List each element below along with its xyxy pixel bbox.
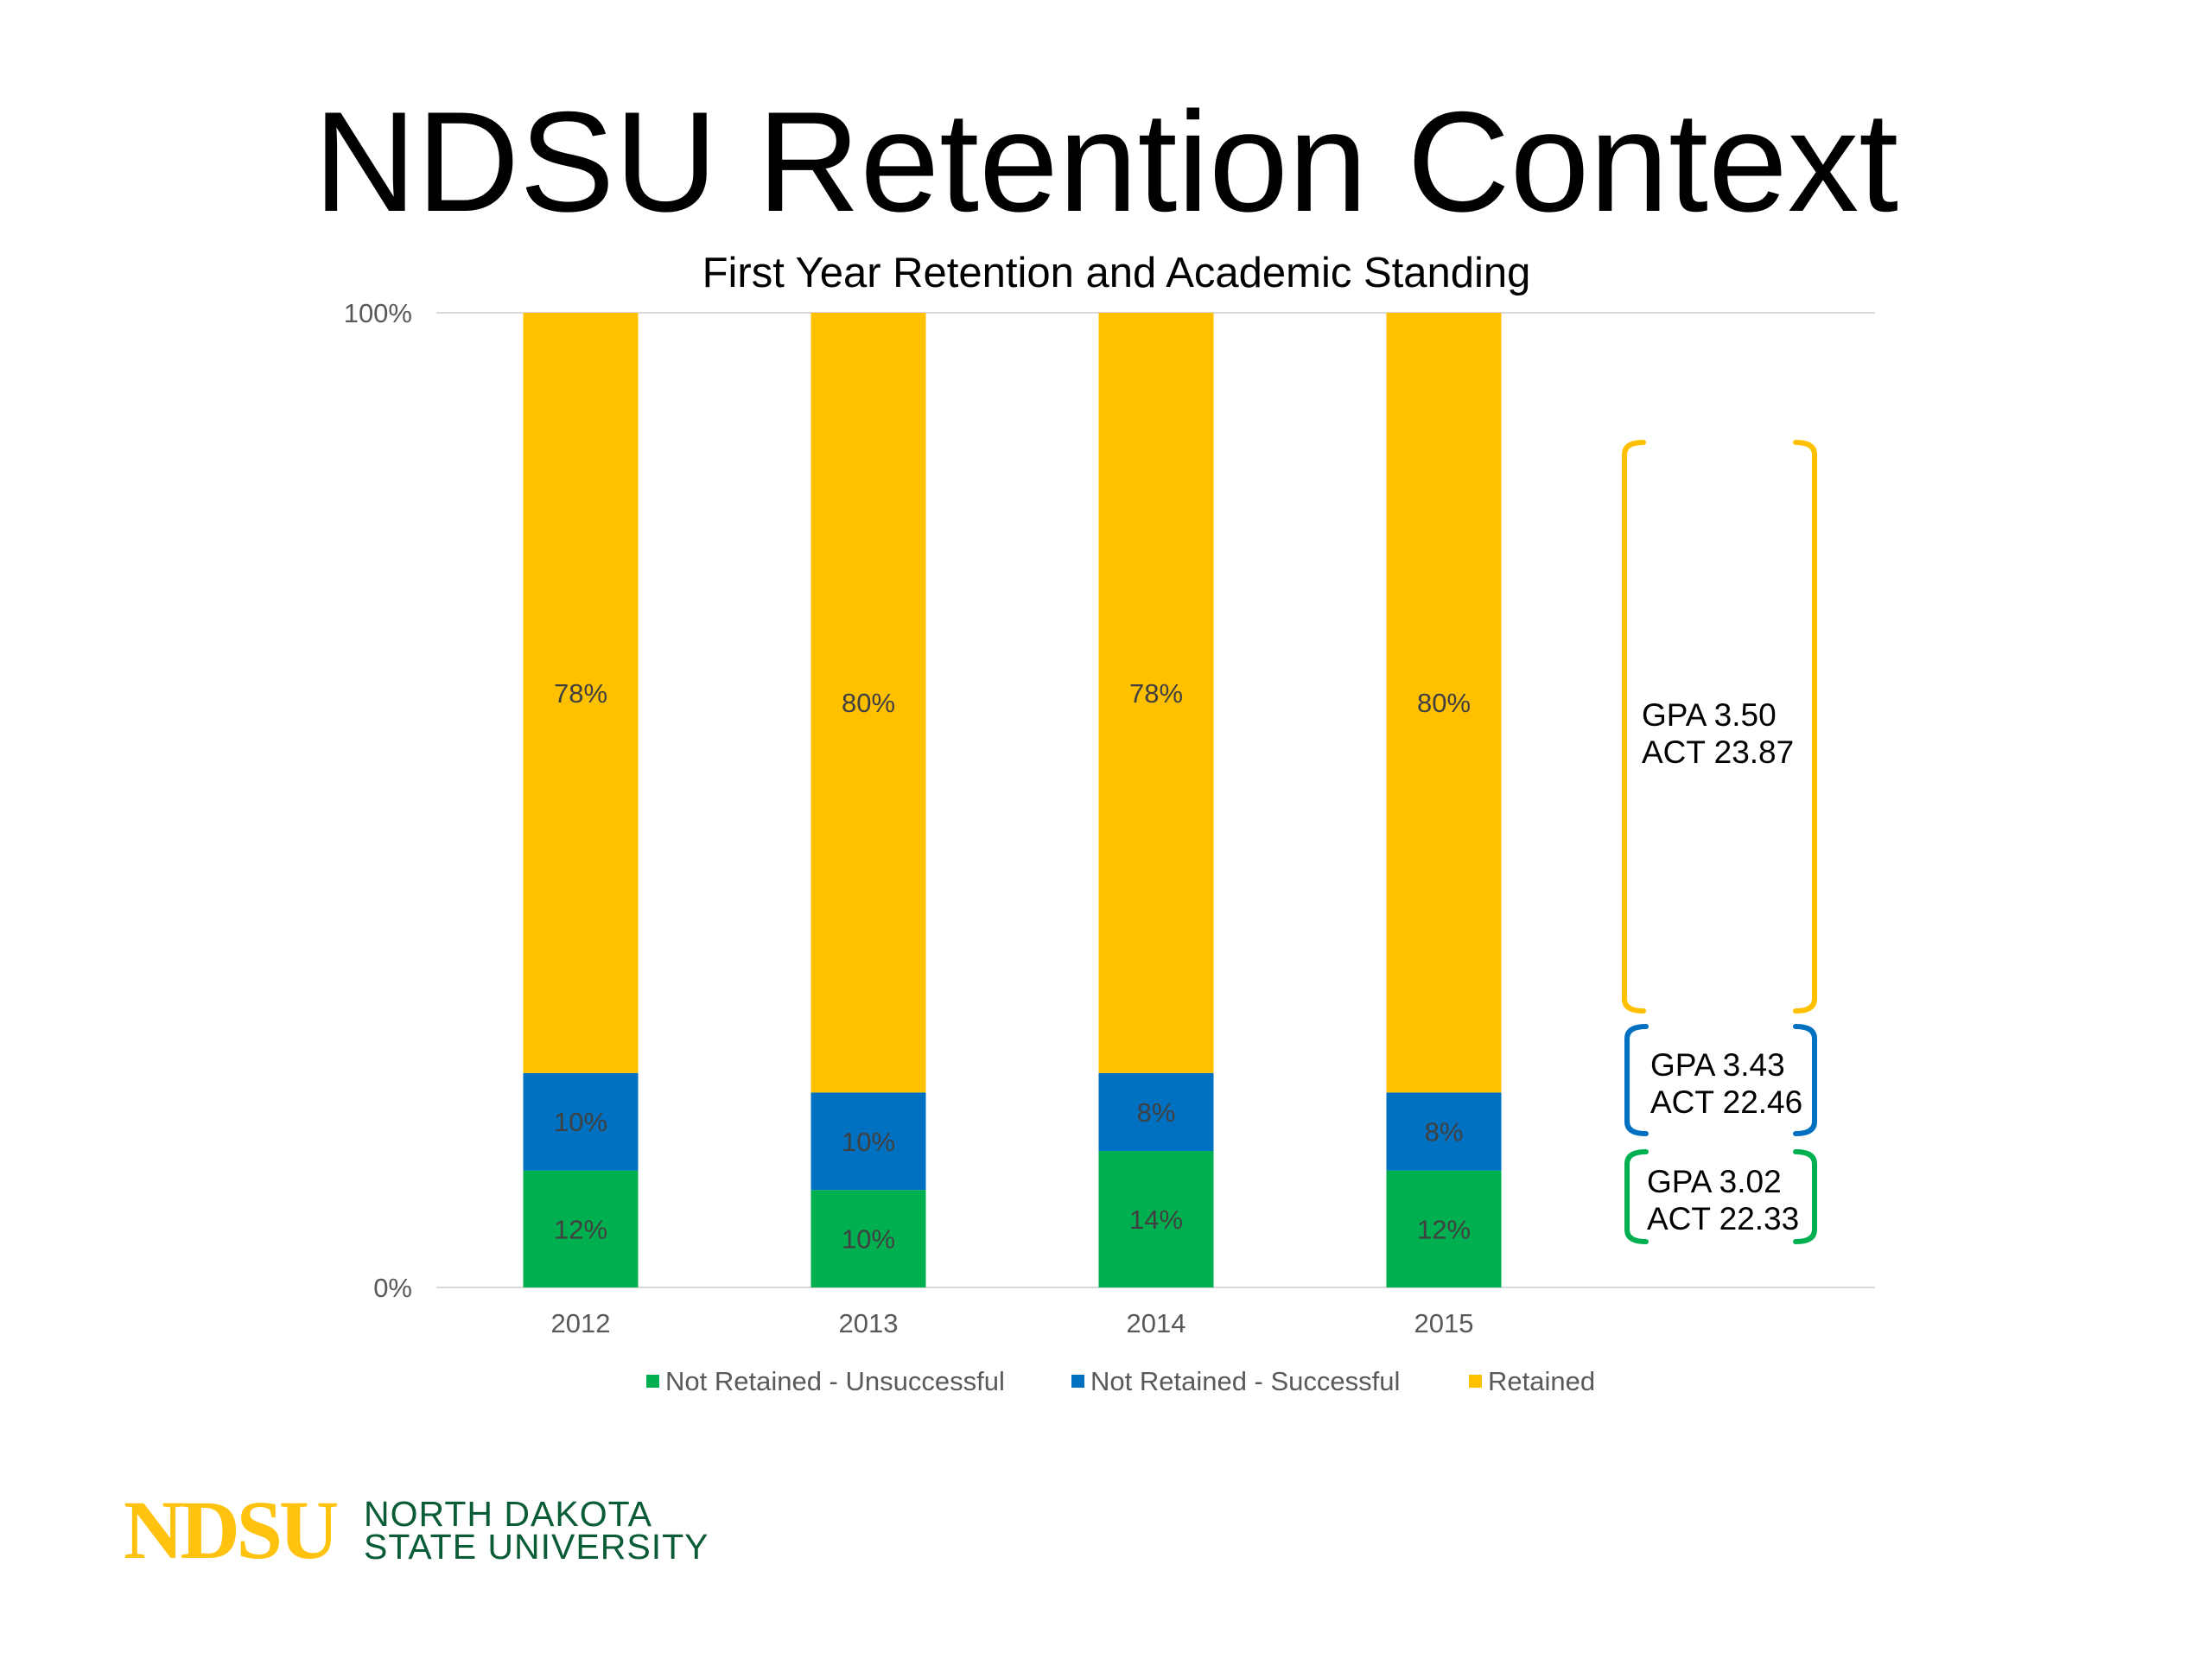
bar-segment <box>1386 1092 1502 1171</box>
bar-segment <box>810 313 926 1093</box>
bracket-left <box>1624 1149 1649 1244</box>
logo-mark: NDSU <box>124 1484 339 1576</box>
legend-swatch <box>1071 1375 1084 1388</box>
bracket-left <box>1622 440 1646 1014</box>
legend-label: Not Retained - Successful <box>1090 1366 1400 1396</box>
bracket-left <box>1624 1024 1649 1136</box>
annotation-text: GPA 3.43 <box>1650 1047 1785 1083</box>
data-label: 14% <box>1129 1205 1183 1235</box>
bracket-right <box>1793 1149 1817 1244</box>
legend-swatch <box>646 1375 659 1388</box>
bar-segment <box>1386 313 1502 1093</box>
bar-segment <box>523 1072 639 1171</box>
logo-wordmark: NORTH DAKOTA STATE UNIVERSITY <box>364 1494 709 1567</box>
bar-segment <box>1098 313 1214 1073</box>
data-label: 10% <box>554 1107 607 1137</box>
y-tick-label: 0% <box>373 1273 412 1303</box>
data-label: 12% <box>1417 1214 1471 1244</box>
annotation-text: GPA 3.50 <box>1642 697 1777 733</box>
data-label: 8% <box>1137 1097 1176 1128</box>
annotation-text: ACT 22.46 <box>1650 1084 1802 1120</box>
bar-segment <box>523 1170 639 1287</box>
annotation-text: ACT 23.87 <box>1642 734 1794 770</box>
legend-label: Retained <box>1488 1366 1595 1396</box>
chart-title: First Year Retention and Academic Standi… <box>702 250 1531 296</box>
data-label: 78% <box>554 678 607 709</box>
annotation-text: ACT 22.33 <box>1647 1201 1799 1236</box>
data-label: 78% <box>1129 678 1183 709</box>
legend-swatch <box>1469 1375 1482 1388</box>
y-tick-label: 100% <box>344 298 412 328</box>
category-label: 2014 <box>1127 1308 1186 1338</box>
logo-line-2: STATE UNIVERSITY <box>364 1527 709 1567</box>
data-label: 10% <box>842 1224 895 1255</box>
annotation-text: GPA 3.02 <box>1647 1164 1782 1199</box>
bar-segment <box>1098 1072 1214 1152</box>
data-label: 80% <box>1417 688 1471 718</box>
bar-segment <box>810 1190 926 1287</box>
bar-segment <box>523 313 639 1073</box>
logo-line-1: NORTH DAKOTA <box>364 1494 652 1534</box>
data-label: 10% <box>842 1127 895 1157</box>
data-label: 8% <box>1425 1117 1464 1147</box>
legend-label: Not Retained - Unsuccessful <box>665 1366 1005 1396</box>
bracket-right <box>1793 1024 1817 1136</box>
bar-segment <box>810 1092 926 1191</box>
slide-title: NDSU Retention Context <box>313 82 1899 241</box>
category-label: 2012 <box>551 1308 611 1338</box>
category-label: 2013 <box>839 1308 899 1338</box>
data-label: 80% <box>842 688 895 718</box>
bar-segment <box>1098 1151 1214 1287</box>
data-label: 12% <box>554 1214 607 1244</box>
bar-segment <box>1386 1170 1502 1287</box>
bracket-right <box>1793 440 1817 1014</box>
category-label: 2015 <box>1414 1308 1474 1338</box>
